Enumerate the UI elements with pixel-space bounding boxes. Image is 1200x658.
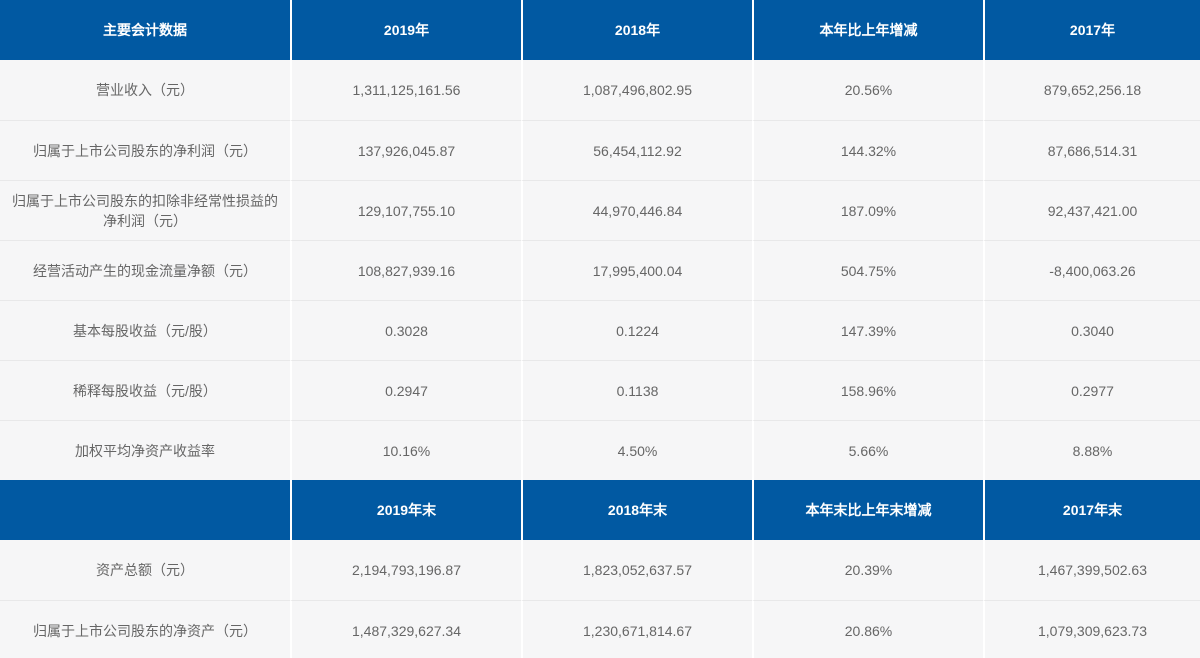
column-header: 2019年末	[290, 480, 521, 540]
row-label: 营业收入（元）	[0, 60, 290, 120]
cell-value: 144.32%	[752, 120, 983, 180]
row-label: 归属于上市公司股东的净利润（元）	[0, 120, 290, 180]
cell-value: 1,087,496,802.95	[521, 60, 752, 120]
column-header: 2018年	[521, 0, 752, 60]
table-row: 经营活动产生的现金流量净额（元） 108,827,939.16 17,995,400…	[0, 240, 1200, 300]
table-row: 基本每股收益（元/股） 0.3028 0.1224 147.39% 0.3040	[0, 300, 1200, 360]
cell-value: 1,487,329,627.34	[290, 600, 521, 658]
table-header-row: 2019年末 2018年末 本年末比上年末增减 2017年末	[0, 480, 1200, 540]
column-header: 本年末比上年末增减	[752, 480, 983, 540]
cell-value: 0.3040	[983, 300, 1200, 360]
cell-value: 1,311,125,161.56	[290, 60, 521, 120]
cell-value: 108,827,939.16	[290, 240, 521, 300]
cell-value: 0.2977	[983, 360, 1200, 420]
table-row: 归属于上市公司股东的扣除非经常性损益的净利润（元） 129,107,755.10 4…	[0, 180, 1200, 240]
cell-value: 4.50%	[521, 420, 752, 480]
table-row: 营业收入（元） 1,311,125,161.56 1,087,496,802.95 2…	[0, 60, 1200, 120]
cell-value: 137,926,045.87	[290, 120, 521, 180]
row-label: 基本每股收益（元/股）	[0, 300, 290, 360]
cell-value: 158.96%	[752, 360, 983, 420]
cell-value: 5.66%	[752, 420, 983, 480]
table-title-header: 主要会计数据	[0, 0, 290, 60]
cell-value: 17,995,400.04	[521, 240, 752, 300]
row-label: 归属于上市公司股东的扣除非经常性损益的净利润（元）	[0, 180, 290, 240]
table-header-row: 主要会计数据 2019年 2018年 本年比上年增减 2017年	[0, 0, 1200, 60]
cell-value: 8.88%	[983, 420, 1200, 480]
cell-value: 187.09%	[752, 180, 983, 240]
cell-value: 879,652,256.18	[983, 60, 1200, 120]
column-header: 2018年末	[521, 480, 752, 540]
column-header: 2017年	[983, 0, 1200, 60]
cell-value: 129,107,755.10	[290, 180, 521, 240]
table-row: 资产总额（元） 2,194,793,196.87 1,823,052,637.57 2…	[0, 540, 1200, 600]
cell-value: 20.39%	[752, 540, 983, 600]
cell-value: 44,970,446.84	[521, 180, 752, 240]
row-label: 加权平均净资产收益率	[0, 420, 290, 480]
cell-value: 1,230,671,814.67	[521, 600, 752, 658]
cell-value: 0.2947	[290, 360, 521, 420]
row-label: 稀释每股收益（元/股）	[0, 360, 290, 420]
cell-value: 0.1224	[521, 300, 752, 360]
cell-value: 87,686,514.31	[983, 120, 1200, 180]
cell-value: 504.75%	[752, 240, 983, 300]
cell-value: 0.1138	[521, 360, 752, 420]
cell-value: -8,400,063.26	[983, 240, 1200, 300]
cell-value: 20.86%	[752, 600, 983, 658]
cell-value: 92,437,421.00	[983, 180, 1200, 240]
column-header: 本年比上年增减	[752, 0, 983, 60]
table-row: 加权平均净资产收益率 10.16% 4.50% 5.66% 8.88%	[0, 420, 1200, 480]
row-label: 归属于上市公司股东的净资产（元）	[0, 600, 290, 658]
cell-value: 2,194,793,196.87	[290, 540, 521, 600]
row-label: 经营活动产生的现金流量净额（元）	[0, 240, 290, 300]
row-label: 资产总额（元）	[0, 540, 290, 600]
cell-value: 1,079,309,623.73	[983, 600, 1200, 658]
table-row: 归属于上市公司股东的净资产（元） 1,487,329,627.34 1,230,67…	[0, 600, 1200, 658]
table-title-header	[0, 480, 290, 540]
table-row: 归属于上市公司股东的净利润（元） 137,926,045.87 56,454,112…	[0, 120, 1200, 180]
cell-value: 147.39%	[752, 300, 983, 360]
cell-value: 1,467,399,502.63	[983, 540, 1200, 600]
column-header: 2019年	[290, 0, 521, 60]
cell-value: 56,454,112.92	[521, 120, 752, 180]
cell-value: 10.16%	[290, 420, 521, 480]
cell-value: 0.3028	[290, 300, 521, 360]
cell-value: 1,823,052,637.57	[521, 540, 752, 600]
table-row: 稀释每股收益（元/股） 0.2947 0.1138 158.96% 0.2977	[0, 360, 1200, 420]
cell-value: 20.56%	[752, 60, 983, 120]
column-header: 2017年末	[983, 480, 1200, 540]
